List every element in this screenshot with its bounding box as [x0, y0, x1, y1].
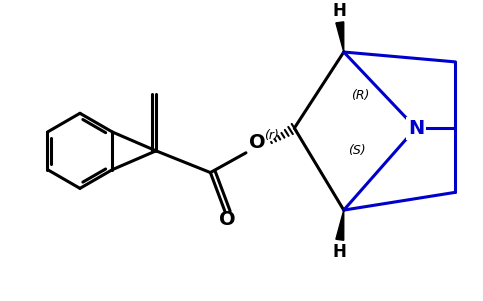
Text: H: H — [333, 2, 347, 20]
Text: O: O — [250, 133, 266, 152]
Text: (R): (R) — [351, 89, 370, 102]
Text: (r): (r) — [264, 129, 279, 141]
Text: O: O — [219, 210, 236, 229]
Text: N: N — [408, 119, 424, 138]
Polygon shape — [336, 22, 344, 52]
Polygon shape — [336, 210, 344, 240]
Text: H: H — [333, 243, 347, 261]
Text: (S): (S) — [348, 144, 366, 157]
